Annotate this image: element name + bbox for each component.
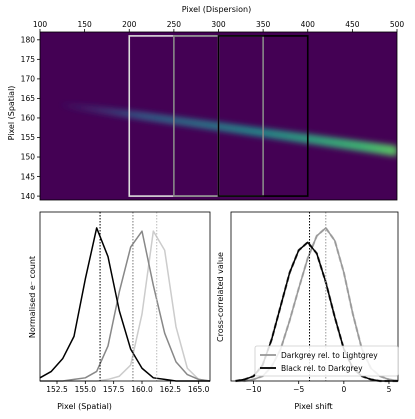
xcorr-y-axis-label: Cross-correlated value bbox=[216, 252, 225, 342]
profile-x-tick-label: 160.0 bbox=[131, 385, 153, 394]
heatmap-y-tick-label: 155 bbox=[21, 133, 36, 142]
heatmap-x-tick-label: 300 bbox=[211, 20, 226, 29]
heatmap-x-tick-label: 500 bbox=[390, 20, 405, 29]
extraction-box-black bbox=[217, 35, 309, 197]
profile-x-tick-label: 157.5 bbox=[103, 385, 125, 394]
heatmap-y-tick-label: 140 bbox=[21, 192, 36, 201]
spectral-trace bbox=[57, 102, 397, 157]
heatmap-y-axis-label: Pixel (Spatial) bbox=[7, 86, 16, 141]
heatmap-y-tick-label: 165 bbox=[21, 94, 36, 103]
spectrum-heatmap-panel: Pixel (Dispersion) Pixel (Spatial) 100 15… bbox=[7, 5, 404, 201]
heatmap-y-tick-label: 150 bbox=[21, 153, 36, 162]
profile-y-axis-label: Normalised e⁻ count bbox=[28, 256, 37, 338]
profile-x-tick-label: 165.0 bbox=[188, 385, 210, 394]
heatmap-x-axis-label: Pixel (Dispersion) bbox=[182, 5, 251, 14]
heatmap-x-tick-label: 100 bbox=[33, 20, 48, 29]
profile-series-line-1 bbox=[40, 230, 211, 382]
heatmap-x-tick-label: 150 bbox=[77, 20, 92, 29]
heatmap-y-tick-label: 160 bbox=[21, 114, 36, 123]
xcorr-x-axis-label: Pixel shift bbox=[294, 402, 332, 411]
cross-correlation-panel: Pixel shift Cross-correlated value −10 −5… bbox=[216, 211, 399, 411]
legend-label-black: Black rel. to Darkgrey bbox=[281, 364, 363, 373]
spatial-profile-panel: Pixel (Spatial) Normalised e⁻ count 152.… bbox=[28, 211, 211, 411]
xcorr-legend: Darkgrey rel. to Lightgrey Black rel. to… bbox=[254, 345, 399, 377]
profile-x-tick-label: 162.5 bbox=[160, 385, 182, 394]
legend-label-darkgrey: Darkgrey rel. to Lightgrey bbox=[281, 351, 378, 360]
legend-box bbox=[254, 345, 399, 377]
heatmap-x-tick-label: 450 bbox=[345, 20, 360, 29]
heatmap-x-tick-label: 350 bbox=[256, 20, 271, 29]
heatmap-y-tick-label: 175 bbox=[21, 55, 36, 64]
profile-x-axis-label: Pixel (Spatial) bbox=[57, 402, 112, 411]
xcorr-frame bbox=[230, 211, 399, 382]
profile-series-line-0 bbox=[40, 230, 211, 382]
heatmap-y-tick-label: 145 bbox=[21, 172, 36, 181]
heatmap-x-tick-label: 250 bbox=[167, 20, 182, 29]
profile-frame bbox=[39, 211, 211, 382]
profile-x-tick-label: 152.5 bbox=[46, 385, 68, 394]
heatmap-x-tick-label: 400 bbox=[301, 20, 316, 29]
heatmap-y-tick-label: 180 bbox=[21, 36, 36, 45]
heatmap-y-tick-label: 170 bbox=[21, 75, 36, 84]
xcorr-x-tick-label: 5 bbox=[387, 385, 392, 394]
xcorr-x-tick-label: −5 bbox=[293, 385, 304, 394]
heatmap-x-tick-label: 200 bbox=[122, 20, 137, 29]
xcorr-x-tick-label: 0 bbox=[341, 385, 346, 394]
profile-x-tick-label: 155.0 bbox=[75, 385, 97, 394]
trace-core bbox=[57, 102, 397, 153]
xcorr-x-tick-label: −10 bbox=[246, 385, 262, 394]
